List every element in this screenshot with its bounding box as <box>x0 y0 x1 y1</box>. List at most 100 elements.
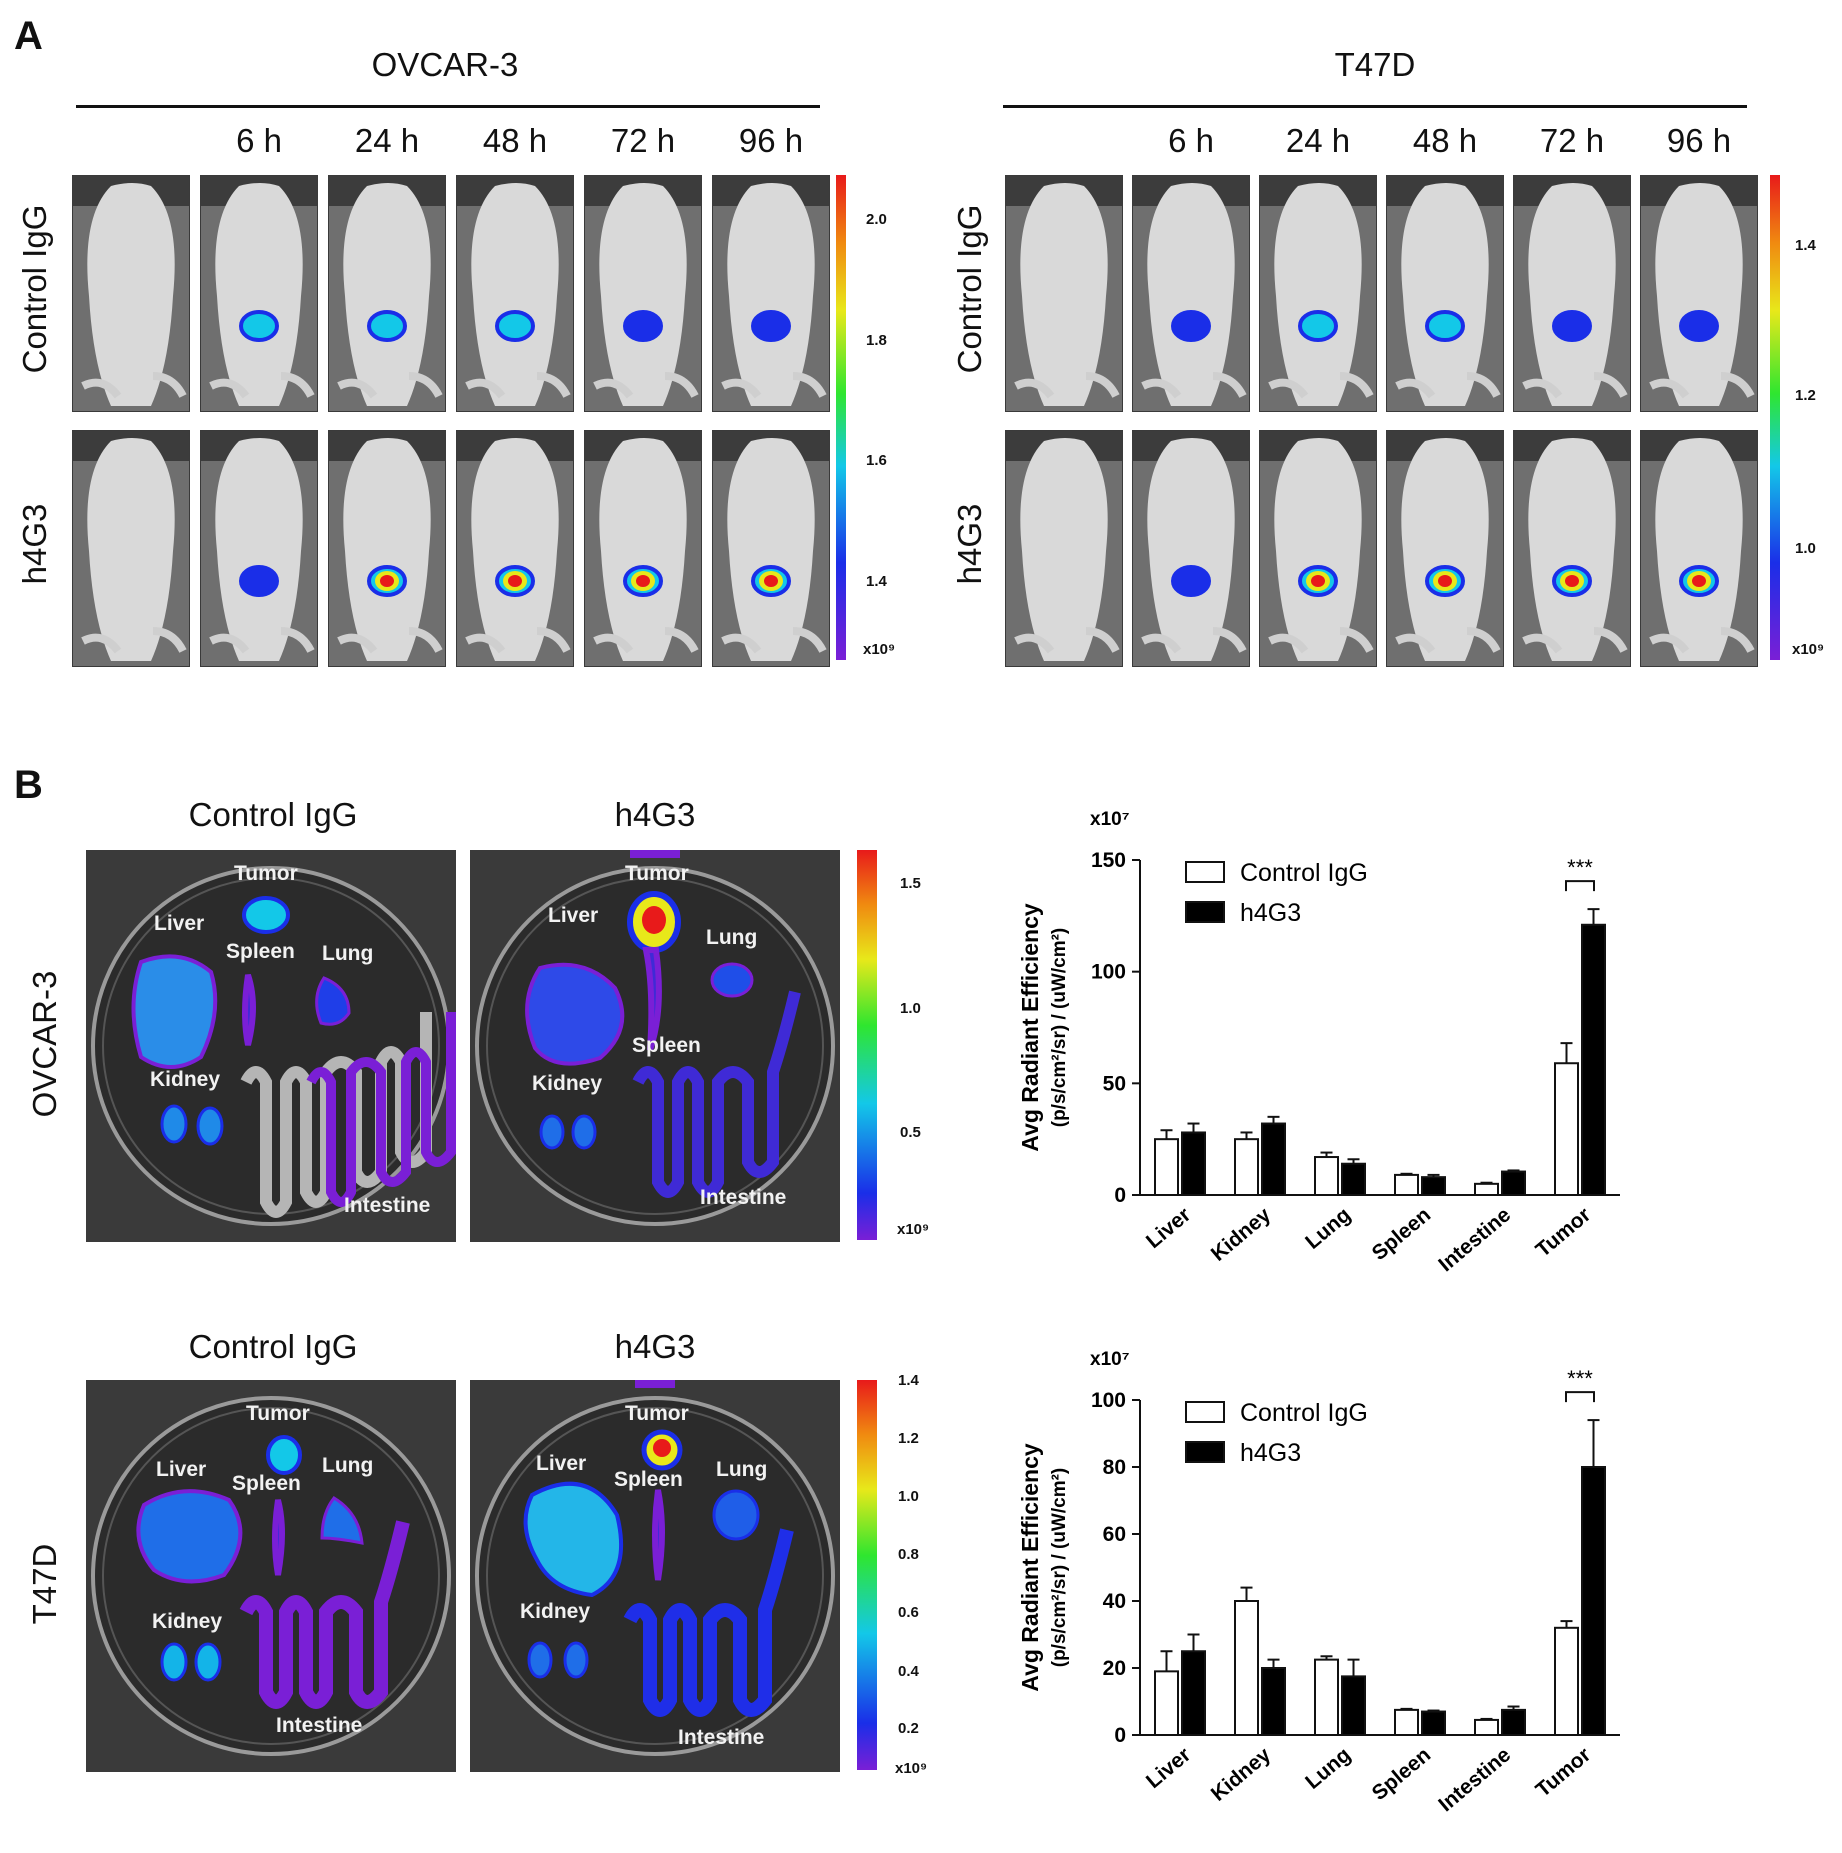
bar <box>1474 1718 1499 1736</box>
mouse-silhouette <box>1387 431 1503 661</box>
colorbar-tick: 2.0 <box>866 211 887 228</box>
timepoint-label: 72 h <box>1539 122 1605 159</box>
mouse-silhouette <box>201 176 317 406</box>
legend-swatch <box>1185 1441 1225 1463</box>
colorbar-unit: x10⁹ <box>895 1760 928 1777</box>
organ-label: Kidney <box>152 1610 223 1633</box>
bar <box>1261 1667 1286 1736</box>
colorbar-unit: x10⁹ <box>863 641 896 658</box>
mouse-image <box>200 175 318 412</box>
legend-label: Control IgG <box>1240 859 1368 887</box>
mouse-image <box>1640 430 1758 667</box>
organ-label: Liver <box>154 912 205 935</box>
bar <box>1234 1600 1259 1736</box>
legend-swatch <box>1185 1401 1225 1423</box>
organ-label: Liver <box>536 1452 587 1475</box>
plate-title-h4g3: h4G3 <box>614 1328 696 1365</box>
y-axis-label: Avg Radiant Efficiency <box>1017 1443 1043 1692</box>
y-tick-label: 100 <box>1091 1389 1126 1412</box>
colorbar-tick: 0.8 <box>898 1546 919 1563</box>
x-tick-label: Tumor <box>1532 1203 1596 1262</box>
legend-swatch <box>1185 861 1225 883</box>
colorbar-a-t47d <box>1770 175 1780 660</box>
y-axis-label-units: (p/s/cm²/sr) / (uW/cm²) <box>1049 1468 1070 1668</box>
organ-label: Lung <box>706 926 758 949</box>
mouse-image <box>456 430 574 667</box>
y-tick-label: 100 <box>1091 961 1126 984</box>
organ-label: Lung <box>716 1458 768 1481</box>
mouse-silhouette <box>1260 176 1376 406</box>
organ-label: Kidney <box>532 1072 603 1095</box>
mouse-image <box>456 175 574 412</box>
ex-vivo-plate-t47d-h4g3: Tumor Liver Spleen Lung Kidney Intestine <box>470 1380 840 1772</box>
timepoint-label: 72 h <box>610 122 676 159</box>
bar <box>1501 1170 1526 1196</box>
x-tick-label: Tumor <box>1532 1743 1596 1802</box>
y-axis-label-units: (p/s/cm²/sr) / (uW/cm²) <box>1049 928 1070 1128</box>
mouse-silhouette <box>1133 431 1249 661</box>
mouse-image <box>200 430 318 667</box>
bar <box>1341 1675 1366 1736</box>
mouse-silhouette <box>713 431 829 661</box>
colorbar-tick: 1.4 <box>1795 237 1816 254</box>
organ-label: Kidney <box>150 1068 221 1091</box>
y-tick-label: 40 <box>1103 1590 1126 1613</box>
bar <box>1394 1173 1419 1196</box>
timepoint-label: 6 h <box>236 122 282 159</box>
row-label-ovcar3: OVCAR-3 <box>26 970 63 1118</box>
colorbar-tick: 0.2 <box>898 1720 919 1737</box>
mouse-image <box>1132 430 1250 667</box>
organ-label: Lung <box>322 1454 374 1477</box>
x-tick-label: Lung <box>1301 1743 1355 1794</box>
bar <box>1261 1122 1286 1196</box>
mouse-silhouette <box>329 431 445 661</box>
colorbar-unit: x10⁹ <box>897 1221 930 1238</box>
colorbar-tick: 1.2 <box>898 1430 919 1447</box>
timepoint-label: 24 h <box>354 122 420 159</box>
mouse-image <box>1640 175 1758 412</box>
colorbar-tick: 1.0 <box>898 1488 919 1505</box>
timepoint-label: 6 h <box>1168 122 1214 159</box>
row-label-control: Control IgG <box>16 204 53 374</box>
bar <box>1341 1162 1366 1197</box>
panel-a-letter: A <box>14 14 43 58</box>
organ-label: Liver <box>548 904 599 927</box>
mouse-silhouette <box>1514 431 1630 661</box>
organ-label: Spleen <box>614 1468 683 1491</box>
mouse-silhouette <box>585 176 701 406</box>
timepoint-label: 24 h <box>1285 122 1351 159</box>
colorbar-b-t47d <box>857 1380 877 1770</box>
mouse-silhouette <box>585 431 701 661</box>
timepoint-label: 48 h <box>1412 122 1478 159</box>
group-title-ovcar3: OVCAR-3 <box>371 46 519 83</box>
mouse-image <box>72 430 190 667</box>
ex-vivo-plate-ovcar3-h4g3: Tumor Liver Lung Spleen Kidney Intestine <box>470 850 840 1242</box>
mouse-silhouette <box>713 176 829 406</box>
x-tick-label: Liver <box>1142 1743 1195 1793</box>
legend-label: h4G3 <box>1240 1439 1301 1467</box>
ex-vivo-plate-t47d-control: Tumor Liver Spleen Lung Kidney Intestine <box>86 1380 456 1772</box>
x-tick-label: Intestine <box>1434 1743 1515 1816</box>
mouse-silhouette <box>1387 176 1503 406</box>
x-tick-label: Liver <box>1142 1203 1195 1253</box>
x-tick-label: Spleen <box>1368 1203 1436 1265</box>
mouse-image <box>584 430 702 667</box>
significance-stars: *** <box>1567 1366 1593 1391</box>
y-tick-label: 20 <box>1103 1657 1126 1680</box>
mouse-silhouette <box>1006 176 1122 406</box>
row-label-h4g3: h4G3 <box>16 503 53 585</box>
bar-chart-ovcar3: x10⁷ 0 50 100 150 Avg Radiant Efficiency (p/s/… <box>1017 809 1620 1276</box>
mouse-image <box>328 430 446 667</box>
colorbar-tick: 0.5 <box>900 1124 921 1141</box>
x-tick-label: Kidney <box>1207 1203 1276 1266</box>
significance-bracket <box>1565 880 1595 892</box>
mouse-silhouette <box>201 431 317 661</box>
row-label-t47d: T47D <box>26 1543 63 1625</box>
group-title-t47d: T47D <box>1334 46 1416 83</box>
bar <box>1154 1138 1179 1196</box>
mouse-image <box>1386 175 1504 412</box>
organ-label: Liver <box>156 1458 207 1481</box>
mouse-image <box>72 175 190 412</box>
mouse-silhouette <box>73 431 189 661</box>
bar <box>1421 1710 1446 1736</box>
